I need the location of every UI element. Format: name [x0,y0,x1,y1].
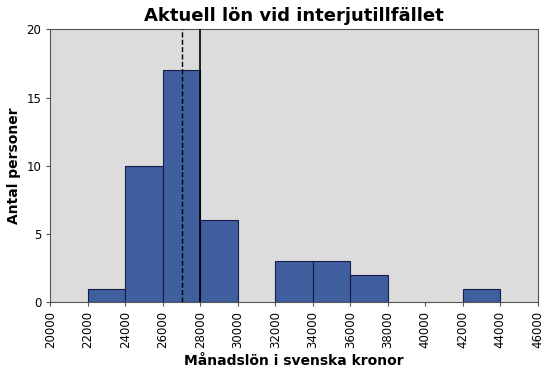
Title: Aktuell lön vid interjutillfället: Aktuell lön vid interjutillfället [144,7,444,25]
Bar [163,70,201,302]
Bar [201,220,238,302]
Bar [276,261,313,302]
Bar [125,166,163,302]
X-axis label: Månadslön i svenska kronor: Månadslön i svenska kronor [184,354,404,368]
Y-axis label: Antal personer: Antal personer [7,108,21,224]
Bar [88,289,125,302]
Bar [463,289,500,302]
Bar [313,261,350,302]
Bar [350,275,388,302]
